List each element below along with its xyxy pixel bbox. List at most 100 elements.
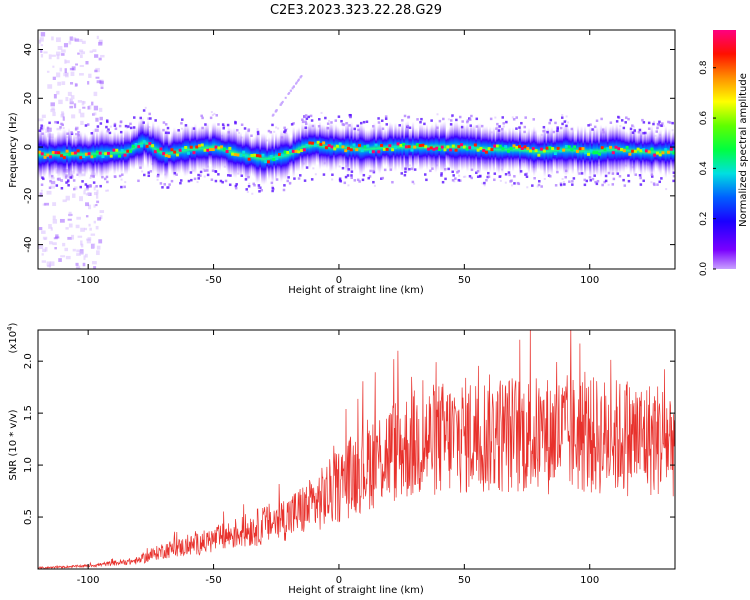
band-column: [83, 132, 86, 177]
band-fringe-mark: [519, 170, 523, 173]
band-core-mark: [506, 149, 510, 153]
band-fringe-mark: [304, 126, 307, 129]
band-column: [45, 133, 48, 176]
noise-mark: [39, 192, 43, 198]
noise-mark: [562, 181, 565, 184]
noise-mark: [95, 194, 99, 199]
band-fringe-mark: [583, 178, 587, 182]
noise-mark: [52, 202, 57, 206]
noise-mark: [80, 51, 86, 55]
top-y-tick-label: 20: [23, 92, 34, 105]
band-fringe-mark: [505, 120, 508, 124]
band-fringe-mark: [591, 128, 594, 131]
noise-mark: [78, 108, 82, 114]
band-core-mark: [209, 148, 213, 152]
band-core-mark: [198, 144, 202, 148]
band-fringe-mark: [568, 180, 571, 183]
noise-mark: [91, 101, 94, 106]
band-column: [459, 125, 462, 169]
noise-mark: [40, 49, 43, 53]
band-fringe-mark: [74, 128, 78, 131]
band-fringe-mark: [580, 172, 584, 175]
band-core-mark: [115, 148, 119, 152]
band-fringe-mark: [200, 114, 203, 118]
band-column: [57, 130, 60, 179]
band-fringe-mark: [593, 125, 597, 129]
band-column: [43, 130, 46, 178]
band-core-mark: [82, 154, 86, 158]
band-column: [362, 126, 365, 173]
band-core-mark: [54, 151, 58, 155]
band-core-mark: [84, 152, 88, 156]
band-column: [171, 130, 174, 176]
band-column: [141, 116, 144, 170]
band-fringe-mark: [556, 129, 559, 133]
noise-mark: [98, 107, 103, 112]
band-column: [76, 132, 79, 177]
band-fringe-mark: [72, 179, 76, 182]
noise-mark: [95, 67, 100, 73]
band-core-mark: [598, 152, 602, 156]
band-fringe-mark: [330, 121, 333, 124]
band-fringe-mark: [284, 129, 287, 132]
band-core-mark: [231, 152, 235, 156]
band-column: [397, 124, 401, 170]
band-column: [194, 123, 197, 175]
noise-mark: [95, 117, 99, 122]
band-column: [417, 129, 420, 165]
band-column: [148, 126, 151, 165]
band-column: [376, 125, 380, 172]
band-fringe-mark: [337, 115, 341, 118]
band-fringe-mark: [624, 121, 627, 124]
band-column: [66, 136, 69, 172]
band-core-mark: [333, 147, 337, 151]
band-column: [253, 136, 257, 179]
noise-mark: [106, 189, 109, 192]
band-fringe-mark: [199, 170, 203, 174]
band-fringe-mark: [449, 123, 453, 126]
bottom-x-tick-label: 0: [336, 575, 342, 586]
band-fringe-mark: [475, 171, 478, 175]
band-column: [497, 124, 501, 175]
band-core-mark: [112, 148, 116, 152]
band-fringe-mark: [609, 121, 613, 124]
band-column: [504, 129, 508, 170]
band-fringe-mark: [475, 125, 479, 128]
band-column: [526, 131, 529, 171]
band-core-mark: [73, 151, 77, 155]
noise-mark: [72, 37, 77, 41]
noise-mark: [84, 227, 88, 231]
colorbar-axis: 0.0 0.2 0.4 0.6 0.8: [699, 60, 716, 276]
band-column: [415, 127, 418, 167]
band-core-mark: [57, 151, 61, 155]
noise-mark: [46, 70, 50, 73]
band-core-mark: [655, 151, 659, 155]
noise-mark: [543, 177, 546, 180]
band-fringe-mark: [147, 117, 150, 120]
band-core-mark: [529, 149, 533, 153]
scale-base: (x10: [8, 331, 19, 354]
band-fringe-mark: [672, 179, 675, 183]
noise-mark: [86, 239, 92, 244]
band-fringe-mark: [92, 175, 95, 178]
band-core-mark: [358, 143, 362, 147]
noise-mark: [38, 227, 43, 231]
band-fringe-mark: [497, 129, 501, 132]
band-core-mark: [402, 142, 406, 146]
band-fringe-mark: [119, 130, 123, 134]
band-column: [176, 130, 179, 174]
band-column: [612, 124, 615, 176]
band-column: [598, 133, 601, 169]
band-fringe-mark: [267, 129, 271, 133]
band-fringe-mark: [552, 130, 556, 134]
band-core-mark: [101, 155, 105, 159]
spectrogram-frame: [37, 29, 676, 270]
band-column: [266, 141, 269, 177]
band-fringe-mark: [520, 121, 523, 125]
band-fringe-mark: [299, 174, 302, 177]
band-core-mark: [595, 151, 599, 155]
band-fringe-mark: [389, 168, 393, 171]
band-core-mark: [195, 145, 199, 149]
band-column: [208, 130, 211, 166]
band-fringe-mark: [642, 131, 645, 135]
